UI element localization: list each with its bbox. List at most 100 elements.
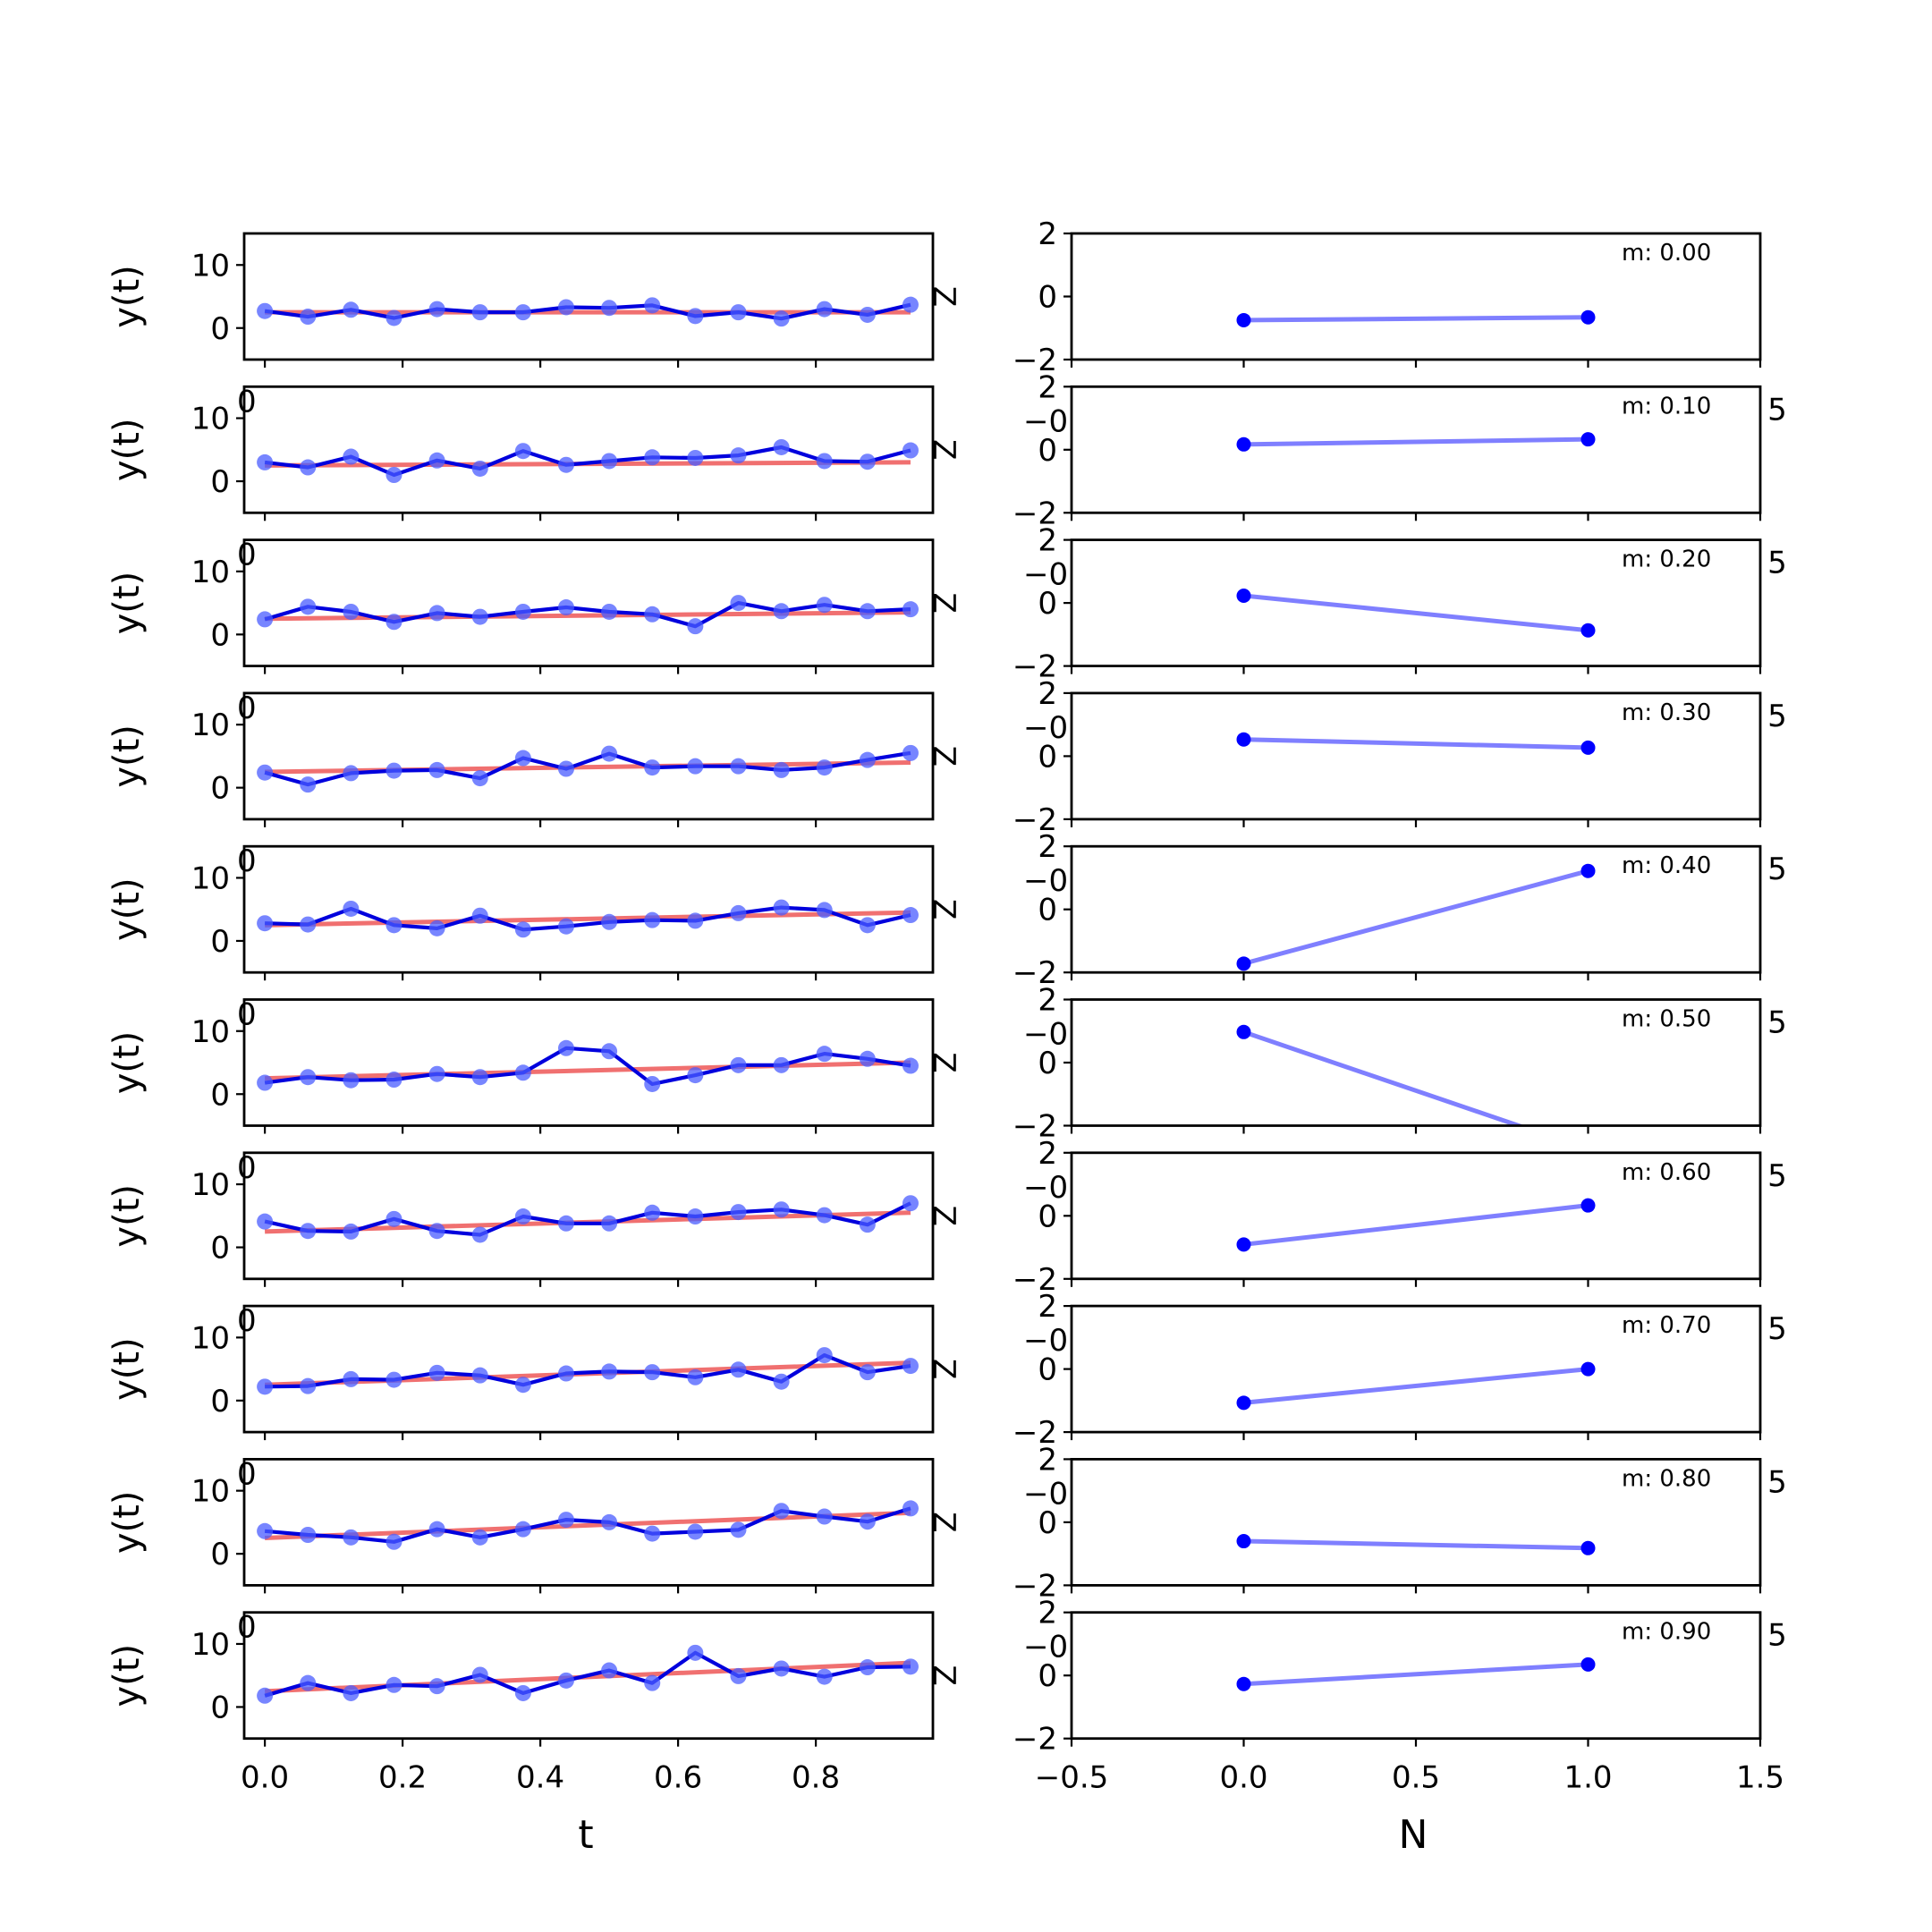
observed-point-3-1: [300, 776, 317, 793]
observed-point-2-1: [300, 598, 317, 615]
n-line-4: [1242, 869, 1589, 966]
right-xtick-label-2: 0.5: [1392, 1760, 1440, 1796]
left-fragment-8: Z: [926, 1512, 962, 1532]
observed-point-0-10: [687, 308, 704, 325]
observed-point-9-2: [343, 1684, 360, 1701]
left-fragment-1: Z: [926, 439, 962, 460]
observed-point-8-8: [601, 1513, 618, 1530]
n-line-5: [1242, 1030, 1526, 1126]
observed-point-2-8: [601, 603, 618, 620]
observed-point-3-13: [816, 759, 833, 776]
observed-point-3-5: [471, 770, 488, 787]
left-fragment-7: Z: [926, 1359, 962, 1379]
right-ytick-label-4-1: 0: [1038, 893, 1057, 928]
n-line-8: [1243, 1538, 1589, 1551]
n-line-3: [1243, 737, 1589, 750]
observed-point-3-4: [428, 761, 445, 778]
observed-point-0-0: [257, 302, 274, 319]
observed-point-5-11: [730, 1056, 747, 1073]
observed-point-5-9: [644, 1075, 661, 1092]
left-ylabel-6: y(t): [106, 1184, 148, 1248]
observed-point-1-14: [859, 453, 876, 470]
observed-point-2-12: [773, 603, 790, 620]
observed-point-0-15: [902, 296, 919, 313]
observed-point-3-6: [514, 750, 531, 767]
right-ytick-label-4-2: 2: [1038, 829, 1057, 865]
left-ytick-label-0-10: 10: [191, 248, 230, 284]
right-panel-6: −2 0 2 m: 0.60: [1013, 1136, 1762, 1298]
observed-point-0-3: [386, 309, 402, 326]
left-plot-2: [257, 595, 919, 635]
observed-point-3-7: [557, 760, 574, 777]
observed-point-4-14: [859, 917, 876, 934]
right-ytick-label-1-2: 2: [1038, 369, 1057, 405]
observed-point-2-4: [428, 605, 445, 622]
left-ylabel-3: y(t): [106, 724, 148, 788]
right-fragment-6: 5: [1767, 1158, 1787, 1194]
right-panel-4: −2 0 2 m: 0.40: [1013, 829, 1762, 991]
right-ytick-label-2-1: 0: [1038, 586, 1057, 622]
observed-point-2-0: [257, 611, 274, 628]
observed-point-6-9: [644, 1204, 661, 1221]
observed-point-1-1: [300, 459, 317, 476]
observed-point-2-2: [343, 603, 360, 620]
observed-point-0-1: [300, 309, 317, 326]
observed-point-6-2: [343, 1223, 360, 1240]
n-line-9: [1243, 1662, 1589, 1687]
left-frame-5: [242, 998, 935, 1127]
observed-point-9-3: [386, 1676, 402, 1693]
right-xtick-label-1: 0.0: [1219, 1760, 1267, 1796]
right-fragment-7: 5: [1767, 1311, 1787, 1347]
m-label-7: m: 0.70: [1622, 1312, 1711, 1339]
observed-point-3-10: [687, 758, 704, 775]
left-upper-fragment-4: 0: [237, 843, 257, 879]
observed-point-5-15: [902, 1057, 919, 1074]
observed-point-4-15: [902, 907, 919, 924]
left-frame-8: [242, 1458, 935, 1587]
left-ytick-label-8-10: 10: [191, 1474, 230, 1510]
left-ylabel-7: y(t): [106, 1337, 148, 1401]
observed-point-4-0: [257, 915, 274, 932]
right-plot-9: [1236, 1657, 1596, 1691]
right-ytick-label-7-2: 2: [1038, 1289, 1057, 1325]
right-ytick-label-0-1: 0: [1038, 280, 1057, 316]
m-label-4: m: 0.40: [1622, 852, 1711, 879]
observed-point-2-5: [471, 608, 488, 625]
observed-point-4-9: [644, 911, 661, 928]
right-plot-1: [1236, 432, 1596, 452]
observed-point-6-0: [257, 1213, 274, 1230]
left-upper-fragment-3: 0: [237, 691, 257, 726]
right-frame-6: [1070, 1151, 1762, 1281]
left-plot-3: [257, 744, 919, 793]
observed-point-9-13: [816, 1668, 833, 1685]
observed-point-8-2: [343, 1529, 360, 1546]
observed-point-5-13: [816, 1046, 833, 1063]
left-xtick-label-3: 0.6: [654, 1760, 702, 1796]
n-point-8-1: [1580, 1540, 1596, 1555]
left-ytick-label-6-10: 10: [191, 1167, 230, 1203]
observed-point-9-7: [557, 1672, 574, 1689]
m-label-3: m: 0.30: [1622, 699, 1711, 726]
left-ytick-label-1-10: 10: [191, 402, 230, 437]
observed-point-7-13: [816, 1347, 833, 1364]
right-ytick-label-9-1: 0: [1038, 1658, 1057, 1694]
right-fragment-8: 5: [1767, 1464, 1787, 1500]
observed-point-2-10: [687, 618, 704, 635]
left-frame-3: [242, 691, 935, 821]
observed-point-6-14: [859, 1216, 876, 1233]
observed-point-9-9: [644, 1674, 661, 1691]
observed-line-0: [264, 302, 911, 321]
observed-point-1-4: [428, 452, 445, 469]
right-ytick-label-3-1: 0: [1038, 739, 1057, 775]
observed-point-5-3: [386, 1072, 402, 1089]
left-plot-9: [257, 1644, 919, 1704]
n-line-7: [1243, 1367, 1589, 1405]
right-ytick-label-0-0: −2: [1013, 343, 1057, 378]
n-point-2-0: [1236, 588, 1251, 603]
observed-point-0-13: [816, 301, 833, 318]
observed-line-6: [264, 1201, 911, 1237]
observed-point-7-8: [601, 1363, 618, 1380]
left-panel-0: 0 10 y(t): [106, 232, 935, 368]
